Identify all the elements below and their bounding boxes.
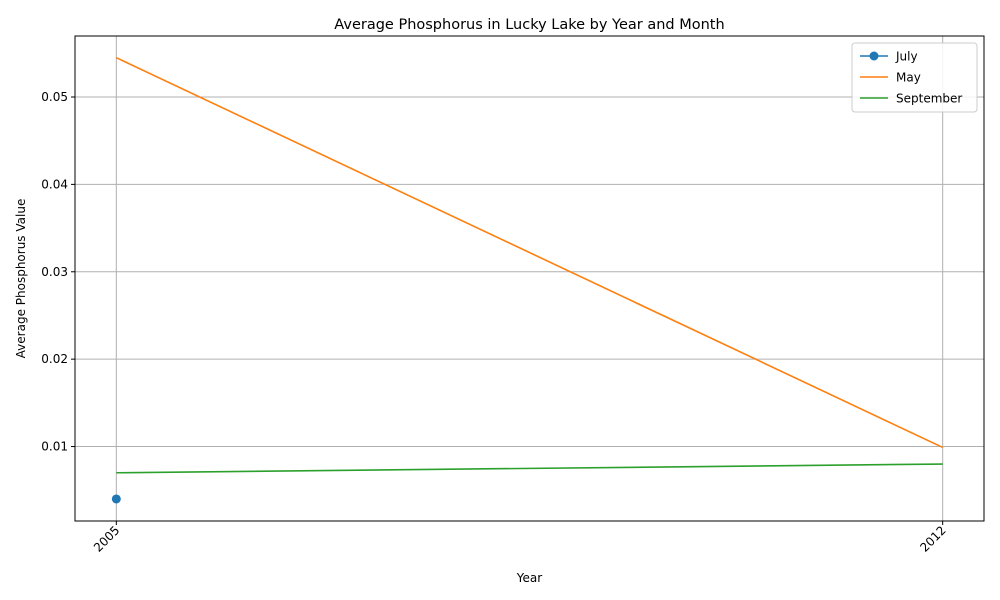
series-line-september [116,463,943,474]
series-lines [111,56,944,504]
x-axis-label: Year [516,571,542,585]
plot-frame [74,35,985,522]
legend-label-september: September [896,92,962,106]
legend-marker-july [869,51,879,61]
data-point-july [111,494,121,504]
series-line-may [115,56,944,449]
y-tick-label: 0.01 [41,440,68,454]
y-axis-label: Average Phosphorus Value [14,199,28,359]
y-tick-label: 0.02 [41,352,68,366]
legend-box [851,42,978,113]
y-tick-label: 0.04 [41,177,68,191]
legend-label-july: July [895,50,918,64]
legend-label-may: May [896,71,921,85]
y-tick-label: 0.03 [41,265,68,279]
x-tick-label: 2005 [91,523,122,554]
chart-title: Average Phosphorus in Lucky Lake by Year… [334,17,724,33]
y-tick-label: 0.05 [41,90,68,104]
legend: July May September [851,42,978,113]
x-tick-label: 2012 [917,523,948,554]
grid-lines [75,36,984,521]
axis-ticks: 2005 2012 0.01 0.02 0.03 0.04 0.05 [41,90,949,555]
